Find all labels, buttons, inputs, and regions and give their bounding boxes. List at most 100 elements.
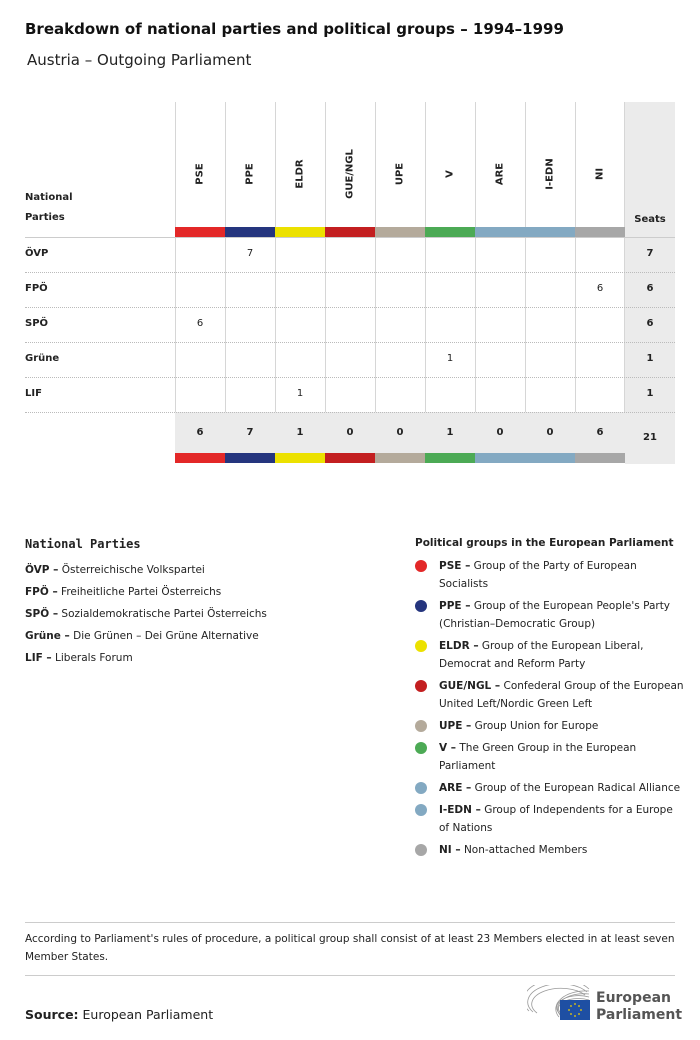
seat-count: 6 [596, 283, 604, 294]
color-dot-icon [415, 720, 427, 732]
political-group-item: UPE – Group Union for Europe [415, 717, 685, 735]
group-color-bar [575, 227, 625, 237]
party-label: SPÖ [25, 318, 49, 329]
group-color-bar [175, 453, 225, 463]
seat-count: 1 [446, 353, 454, 364]
group-name: Group of the European People's Party (Ch… [439, 600, 671, 630]
divider [25, 922, 675, 923]
group-column [475, 102, 525, 412]
political-group-item: PSE – Group of the Party of European Soc… [415, 557, 685, 593]
group-color-bar [575, 453, 625, 463]
political-group-item: NI – Non-attached Members [415, 841, 685, 859]
party-abbr: FPÖ – [25, 586, 58, 598]
party-seat-total: 6 [646, 318, 654, 329]
group-abbr: ARE – [439, 782, 472, 794]
group-abbr: I-EDN – [439, 804, 481, 816]
group-total: 1 [446, 427, 454, 438]
group-header: GUE/NGL [325, 102, 375, 227]
political-group-item: ELDR – Group of the European Liberal, De… [415, 637, 685, 673]
group-total: 0 [496, 427, 504, 438]
party-name: Sozialdemokratische Partei Österreichs [58, 608, 267, 620]
page-title: Breakdown of national parties and politi… [25, 20, 564, 38]
group-column [175, 102, 225, 412]
row-divider [25, 377, 675, 378]
group-name: Group of the Party of European Socialist… [439, 560, 637, 590]
party-name: Freiheitliche Partei Österreichs [57, 586, 222, 598]
breakdown-table: National Parties Seats PSE 6 PPE 7 ELDR 1 GUE/… [25, 102, 675, 464]
group-total: 0 [346, 427, 354, 438]
group-column [325, 102, 375, 412]
party-abbr: ÖVP – [25, 564, 59, 576]
source-label: Source: [25, 1007, 79, 1022]
group-color-bar [275, 453, 325, 463]
group-header: ARE [475, 102, 525, 227]
group-color-bar [525, 453, 575, 463]
color-dot-icon [415, 600, 427, 612]
group-color-bar [225, 227, 275, 237]
group-abbr: V – [439, 742, 457, 754]
group-column [375, 102, 425, 412]
group-color-bar [275, 227, 325, 237]
group-header: ELDR [275, 102, 325, 227]
page-subtitle: Austria – Outgoing Parliament [27, 51, 252, 69]
eu-flag-icon [560, 1000, 590, 1020]
logo-line-1: European [596, 990, 671, 1006]
group-header: PPE [225, 102, 275, 227]
seats-header: Seats [634, 214, 666, 225]
group-name: Confederal Group of the European United … [439, 680, 684, 710]
group-header-label: NI [594, 167, 606, 181]
party-label: Grüne [25, 353, 60, 364]
national-party-item: Grüne – Die Grünen – Dei Grüne Alternati… [25, 625, 267, 647]
group-color-bar [425, 453, 475, 463]
political-group-item: GUE/NGL – Confederal Group of the Europe… [415, 677, 685, 713]
group-header: NI [575, 102, 625, 227]
seats-column-background [625, 102, 675, 464]
logo-text: European Parliament [596, 990, 682, 1024]
group-total: 7 [246, 427, 254, 438]
group-name: Group of Independents for a Europe of Na… [439, 804, 673, 834]
seat-count: 7 [246, 248, 254, 259]
party-label: FPÖ [25, 283, 48, 294]
political-groups-legend-heading: Political groups in the European Parliam… [415, 537, 674, 549]
national-parties-legend-heading: National Parties [25, 537, 141, 551]
group-total: 6 [596, 427, 604, 438]
group-total: 0 [396, 427, 404, 438]
group-total: 6 [196, 427, 204, 438]
group-color-bar [175, 227, 225, 237]
group-total: 1 [296, 427, 304, 438]
source-line: Source: European Parliament [25, 1007, 213, 1022]
source-value: European Parliament [78, 1007, 214, 1022]
group-header-label: PPE [244, 163, 256, 185]
group-color-bar [525, 227, 575, 237]
divider [25, 975, 675, 976]
color-dot-icon [415, 804, 427, 816]
group-header-label: ARE [494, 162, 506, 186]
group-abbr: UPE – [439, 720, 472, 732]
group-header-label: I-EDN [544, 158, 556, 190]
group-abbr: GUE/NGL – [439, 680, 501, 692]
group-header-label: PSE [194, 163, 206, 185]
group-header: I-EDN [525, 102, 575, 227]
party-label: ÖVP [25, 248, 49, 259]
party-name: Österreichische Volkspartei [58, 564, 205, 576]
group-color-bar [225, 453, 275, 463]
logo-line-2: Parliament [596, 1007, 683, 1023]
color-dot-icon [415, 680, 427, 692]
seat-count: 1 [296, 388, 304, 399]
european-parliament-logo [527, 985, 590, 1020]
political-groups-legend: Political groups in the European Parliam… [415, 537, 685, 863]
group-color-bar [325, 227, 375, 237]
national-party-item: ÖVP – Österreichische Volkspartei [25, 559, 267, 581]
group-column [225, 102, 275, 412]
national-party-item: LIF – Liberals Forum [25, 647, 267, 669]
group-column [275, 102, 325, 412]
group-color-bar [325, 453, 375, 463]
national-parties-header: National Parties [25, 192, 73, 223]
group-header-label: V [444, 170, 456, 178]
totals-row-background [175, 412, 625, 453]
national-party-item: FPÖ – Freiheitliche Partei Österreichs [25, 581, 267, 603]
group-name: Group Union for Europe [471, 720, 599, 732]
party-name: Liberals Forum [51, 652, 133, 664]
political-group-item: V – The Green Group in the European Parl… [415, 739, 685, 775]
color-dot-icon [415, 742, 427, 754]
